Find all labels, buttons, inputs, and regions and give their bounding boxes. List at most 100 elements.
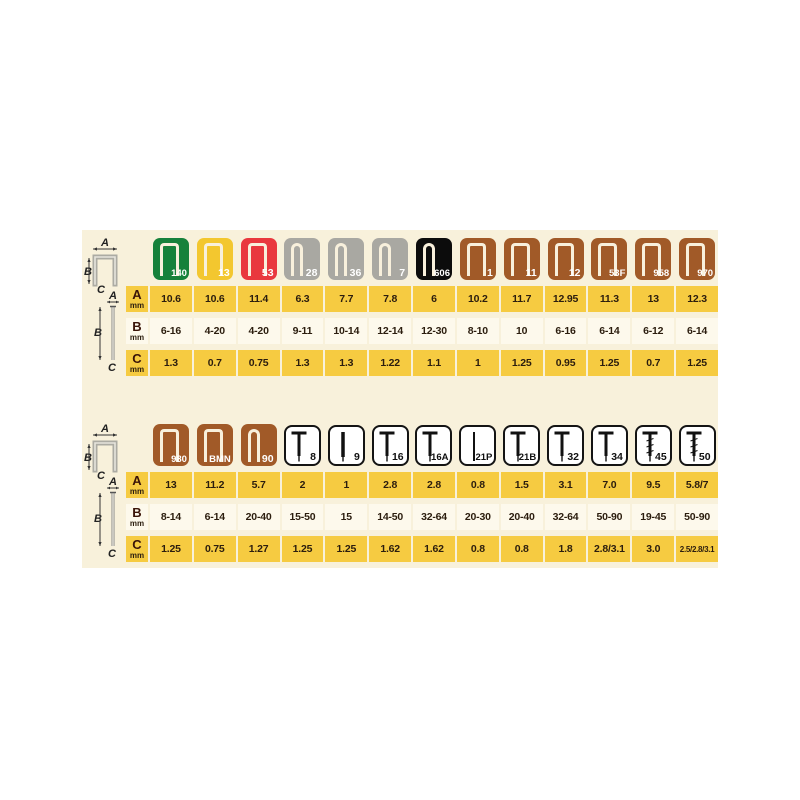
fastener-type-label: 7 (399, 266, 406, 279)
fastener-type-label: 13 (218, 266, 230, 279)
table-corner (126, 238, 148, 280)
spec-value-cell: 0.8 (456, 472, 499, 498)
staple-wide-glyph (203, 429, 223, 462)
fastener-type-label: 140 (171, 267, 187, 279)
column-icon-cell: 53F (588, 238, 630, 280)
column-icon-cell: 980 (150, 424, 192, 466)
nail-glyph (550, 428, 574, 469)
row-unit: mm (129, 301, 145, 310)
spec-value-cell: 1.62 (369, 536, 412, 562)
column-icon-cell: 21P (457, 424, 499, 466)
spec-value-cell: 10-14 (325, 318, 368, 344)
fastener-type-label: 9 (353, 450, 360, 463)
fastener-type-icon: 7 (372, 238, 409, 280)
spec-value-cell: 0.75 (237, 350, 280, 376)
staple-narrow-glyph (247, 429, 260, 462)
dim-label-c: C (97, 470, 106, 480)
spec-value-cell: 7.0 (588, 472, 631, 498)
row-unit: mm (129, 551, 145, 560)
fastener-type-icon: 50 (678, 425, 716, 466)
fastener-type-label: 16 (391, 450, 404, 463)
dim-label-c: C (97, 284, 106, 294)
column-icon-cell: 13 (194, 238, 236, 280)
fastener-type-icon: 8 (283, 425, 321, 466)
column-icon-cell: 9 (325, 424, 367, 466)
fastener-type-label: 16A (431, 451, 449, 463)
spec-value-cell: 13 (150, 472, 192, 498)
spec-value-cell: 1.3 (325, 350, 368, 376)
spec-value-cell: 2.8/3.1 (588, 536, 631, 562)
fastener-type-icon: BMN (196, 424, 233, 466)
fastener-type-label: 28 (305, 266, 318, 279)
staple-narrow-glyph (422, 243, 435, 276)
spec-value-cell: 10 (500, 318, 543, 344)
staple-dimension-diagram: A B C (84, 423, 118, 480)
spec-value-cell: 1.25 (676, 350, 718, 376)
column-icon-cell: 53 (238, 238, 280, 280)
fastener-type-label: 21B (518, 451, 537, 463)
fastener-type-icon: 36 (328, 238, 365, 280)
spec-value-cell: 2.5/2.8/3.1 (676, 536, 718, 562)
fastener-type-icon: 53F (591, 238, 628, 280)
dim-label-a: A (100, 237, 109, 249)
spec-value-cell: 10.6 (193, 286, 236, 312)
spec-value-cell: 12.3 (676, 286, 718, 312)
fastener-type-icon: 12 (547, 238, 584, 280)
row-letter: A (132, 473, 142, 488)
row-unit: mm (129, 519, 145, 528)
spec-value-cell: 9-11 (281, 318, 324, 344)
spec-value-cell: 1.3 (281, 350, 324, 376)
fastener-type-icon: 958 (635, 238, 672, 280)
spec-value-cell: 6-14 (588, 318, 631, 344)
spec-value-cell: 1.5 (500, 472, 543, 498)
spec-value-cell: 32-64 (544, 504, 587, 530)
column-icon-cell: 32 (545, 424, 587, 466)
fastener-type-label: 606 (434, 267, 450, 279)
spec-value-cell: 6-16 (544, 318, 587, 344)
spec-value-cell: 2 (281, 472, 324, 498)
row-unit: mm (129, 487, 145, 496)
spec-value-cell: 15 (325, 504, 368, 530)
spec-value-cell: 3.0 (632, 536, 675, 562)
fastener-type-icon: 90 (240, 424, 277, 466)
spec-value-cell: 3.1 (544, 472, 587, 498)
fastener-type-label: 12 (568, 266, 581, 279)
column-icon-cell: 970 (676, 238, 718, 280)
dim-label-b: B (94, 513, 102, 525)
spec-value-cell: 50-90 (588, 504, 631, 530)
fastener-type-icon: 13 (196, 238, 233, 280)
spec-value-cell: 7.8 (369, 286, 412, 312)
column-icon-cell: 1 (457, 238, 499, 280)
fastener-type-label: 970 (697, 267, 714, 279)
staple-wide-glyph (466, 243, 486, 276)
fastener-type-label: 980 (171, 453, 187, 465)
fastener-type-label: 11 (525, 266, 537, 279)
row-letter: C (132, 351, 142, 366)
nail-glyph (594, 428, 618, 469)
spec-value-cell: 12-30 (413, 318, 455, 344)
row-letter: A (132, 287, 142, 302)
spec-value-cell: 15-50 (281, 504, 324, 530)
dim-label-a: A (100, 423, 109, 435)
dim-label-c: C (108, 362, 117, 372)
staple-wide-glyph (203, 243, 223, 276)
spec-value-cell: 1.3 (150, 350, 192, 376)
nail-dimension-diagram: A B C (94, 476, 119, 558)
column-icon-cell: 90 (238, 424, 280, 466)
spec-value-cell: 10.6 (150, 286, 192, 312)
spec-value-cell: 6-12 (632, 318, 675, 344)
spec-value-cell: 19-45 (632, 504, 675, 530)
fastener-type-label: 90 (261, 452, 274, 465)
spec-value-cell: 1 (456, 350, 499, 376)
fastener-type-label: 958 (653, 267, 670, 279)
fastener-type-label: 53F (609, 267, 626, 279)
fastener-type-icon: 53 (240, 238, 277, 280)
spec-value-cell: 20-40 (500, 504, 543, 530)
spec-value-cell: 0.75 (193, 536, 236, 562)
column-icon-cell: 34 (588, 424, 630, 466)
spec-value-cell: 0.8 (500, 536, 543, 562)
fastener-type-icon: 980 (152, 424, 189, 466)
